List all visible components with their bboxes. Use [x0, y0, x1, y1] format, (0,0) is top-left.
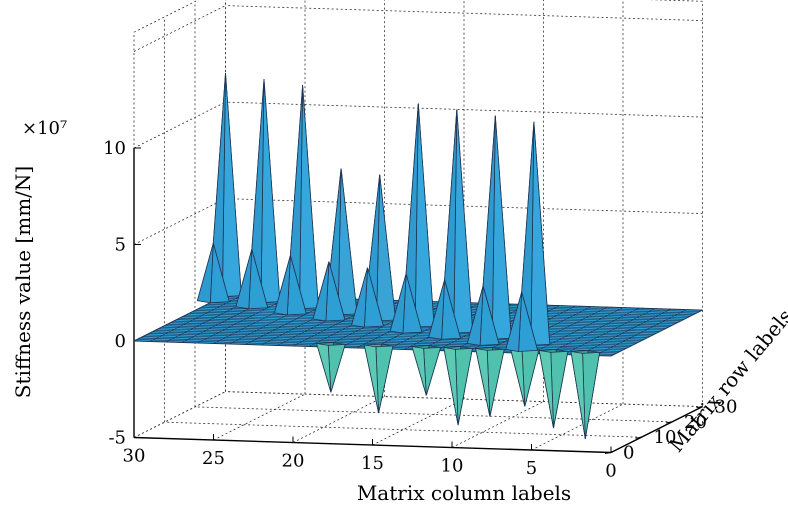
peak-face-right	[316, 343, 332, 393]
surface-peaks	[196, 73, 601, 439]
peak-face-right	[351, 267, 368, 328]
x-axis-title: Matrix column labels	[357, 481, 571, 505]
exponent-label: ×10⁷	[22, 118, 67, 139]
y-axis-title: Matrix row labels	[664, 304, 788, 456]
y-tick-label: 20	[684, 412, 707, 433]
peak-face-right	[363, 344, 379, 414]
surface-grid-line	[197, 296, 290, 344]
y-tick-label: 0	[623, 443, 634, 464]
grid-line	[213, 393, 306, 441]
peak-face-right	[312, 261, 330, 322]
z-tick-label: 0	[115, 331, 126, 352]
grid-line	[133, 391, 226, 438]
peak-face-right	[196, 243, 214, 304]
z-axis-title: Stiffness value [mm/N]	[11, 166, 35, 398]
y-tick-label: 10	[654, 427, 677, 448]
peak-face-right	[509, 347, 526, 407]
peak-face-right	[235, 249, 253, 310]
x-tick-label: 15	[361, 453, 384, 474]
x-tick-label: 25	[202, 448, 225, 469]
surface-low-cell	[559, 346, 579, 349]
grid-line	[225, 101, 703, 118]
grid-line	[451, 401, 544, 448]
grid-line	[292, 396, 385, 443]
grid-line	[133, 198, 226, 245]
surface-grid-line	[149, 295, 242, 342]
grid-line	[164, 421, 642, 438]
peak-face-right	[411, 346, 427, 396]
peak-face-right	[538, 350, 554, 429]
y-axis-line	[610, 405, 703, 454]
peak-face-right	[570, 351, 586, 439]
grid-line	[225, 391, 703, 407]
peak-face-right	[389, 273, 407, 334]
z-tick-label: 10	[103, 138, 126, 159]
x-tick-label: 30	[123, 446, 146, 467]
y-tick-mark	[696, 406, 703, 409]
z-tick-label: 5	[115, 235, 126, 256]
grid-line	[225, 5, 703, 21]
y-tick-label: 30	[715, 397, 738, 418]
peak-face-right	[475, 348, 491, 417]
peak-face-right	[443, 347, 459, 426]
z-tick-label: -5	[108, 428, 126, 449]
grid-line	[133, 5, 226, 52]
grid-line	[194, 406, 673, 423]
grid-line	[133, 101, 226, 149]
y-tick-mark	[604, 452, 612, 454]
x-tick-label: 20	[282, 451, 305, 472]
peak-face-right	[273, 255, 291, 316]
y-tick-mark	[665, 421, 673, 424]
x-tick-label: 10	[441, 456, 464, 477]
peak-face-right	[466, 285, 484, 346]
grid-line	[133, 0, 200, 33]
peak-face-right	[428, 279, 445, 340]
grid-line	[372, 398, 465, 446]
y-tick-mark	[635, 436, 642, 439]
x-tick-label: 0	[605, 461, 616, 482]
peak-face-right	[505, 291, 523, 352]
grid-line	[531, 403, 624, 451]
x-tick-label: 5	[526, 458, 537, 479]
